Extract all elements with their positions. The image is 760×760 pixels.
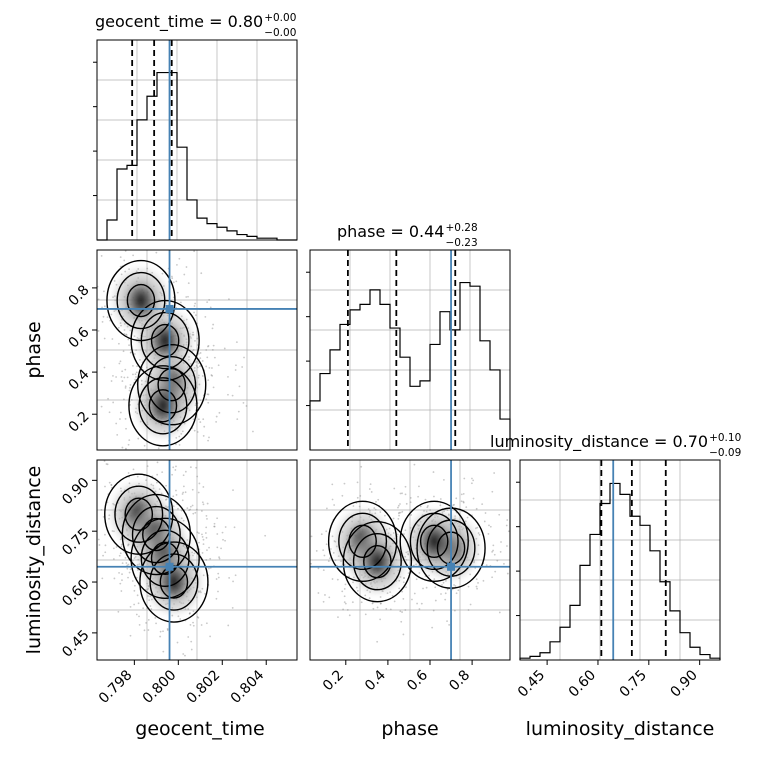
title-subscript: −0.00 [264, 27, 296, 39]
x-tick-label: 0.8 [446, 667, 473, 694]
luminosity-distance-histogram: luminosity_distance = 0.70 +0.10 −0.09 0.45… [490, 432, 741, 740]
geocent-time-histogram: geocent_time = 0.80 +0.00 −0.00 [93, 12, 298, 241]
contour-line [128, 365, 198, 447]
lumdist-vs-geocent-scatter: 0.45 0.60 0.75 0.90 0.798 0.800 0.802 0.804 lumi… [23, 459, 298, 740]
contour-line [338, 512, 388, 571]
contour-line [130, 299, 200, 382]
axes-frame [519, 459, 721, 661]
contour-line [124, 497, 154, 531]
contour-line [363, 544, 392, 579]
contour-line [399, 500, 469, 583]
contour-line [138, 377, 188, 435]
axes-frame [309, 249, 511, 451]
y-tick-label: 0.2 [66, 409, 93, 436]
y-tick-label: 0.90 [59, 475, 92, 508]
contour-line [114, 485, 164, 543]
x-tick-label: 0.75 [617, 667, 650, 700]
x-tick-label: 0.60 [566, 667, 599, 700]
title-subscript: −0.09 [709, 447, 741, 459]
panel-title: geocent_time = 0.80 [95, 12, 263, 32]
density-area [310, 460, 510, 660]
contour-line [419, 524, 449, 559]
contours [104, 473, 209, 623]
y-tick-label: 0.75 [59, 526, 92, 559]
contour-line [352, 532, 402, 591]
contour-line [150, 541, 180, 576]
x-tick-label: 0.6 [404, 667, 431, 694]
axes-frame [96, 459, 298, 661]
title-superscript: +0.10 [709, 432, 741, 444]
contour-line [149, 553, 199, 611]
axes-frame [96, 249, 298, 451]
x-tick-label: 0.2 [320, 667, 347, 694]
x-axis-label: luminosity_distance [526, 718, 715, 740]
y-axis-label: luminosity_distance [23, 466, 45, 655]
contour-line [140, 311, 190, 370]
histogram-step [97, 71, 297, 241]
contour-line [126, 283, 156, 318]
x-tick-label: 0.90 [667, 667, 700, 700]
x-tick-label: 0.4 [362, 667, 389, 694]
contour-line [121, 493, 192, 576]
y-tick-label: 0.45 [59, 627, 92, 660]
y-tick-label: 0.6 [66, 324, 93, 351]
axes-frame [96, 39, 298, 241]
truth-marker [447, 562, 456, 571]
panel-title: phase = 0.44 [337, 222, 444, 241]
panel-title: luminosity_distance = 0.70 [490, 432, 708, 452]
contour-line [157, 368, 187, 402]
contour-line [327, 500, 398, 583]
phase-vs-geocent-scatter: 0.2 0.4 0.6 0.8 phase [23, 249, 298, 451]
x-tick-label: 0.800 [140, 667, 180, 707]
contours [106, 259, 207, 447]
truth-marker [165, 562, 174, 571]
x-tick-label: 0.45 [515, 667, 548, 700]
contour-line [140, 529, 190, 588]
contour-line [148, 389, 178, 423]
histogram-step [309, 281, 511, 450]
x-axis-label: phase [381, 718, 438, 740]
contour-line [342, 520, 413, 603]
contour-line [150, 323, 180, 358]
histogram-step [519, 482, 721, 660]
scatter-points [310, 463, 510, 643]
x-axis-label: geocent_time [135, 718, 264, 740]
y-tick-label: 0.4 [66, 366, 93, 393]
phase-histogram: phase = 0.44 +0.28 −0.23 [306, 222, 511, 451]
contour-line [137, 344, 207, 426]
density-area [97, 250, 297, 450]
axes-frame [309, 459, 511, 661]
contour-line [139, 541, 209, 623]
y-tick-label: 0.60 [59, 576, 92, 609]
contour-line [409, 512, 459, 571]
x-tick-label: 0.804 [228, 667, 268, 707]
y-axis-label: phase [23, 321, 45, 378]
y-tick-label: 0.8 [66, 282, 93, 309]
x-tick-label: 0.802 [184, 667, 224, 707]
x-tick-label: 0.798 [96, 667, 136, 707]
density-area [97, 460, 297, 660]
title-superscript: +0.28 [445, 222, 477, 234]
title-subscript: −0.23 [445, 237, 477, 249]
truth-marker [165, 304, 174, 313]
title-superscript: +0.00 [264, 12, 296, 24]
lumdist-vs-phase-scatter: 0.2 0.4 0.6 0.8 phase [309, 459, 511, 740]
contour-line [130, 517, 200, 600]
